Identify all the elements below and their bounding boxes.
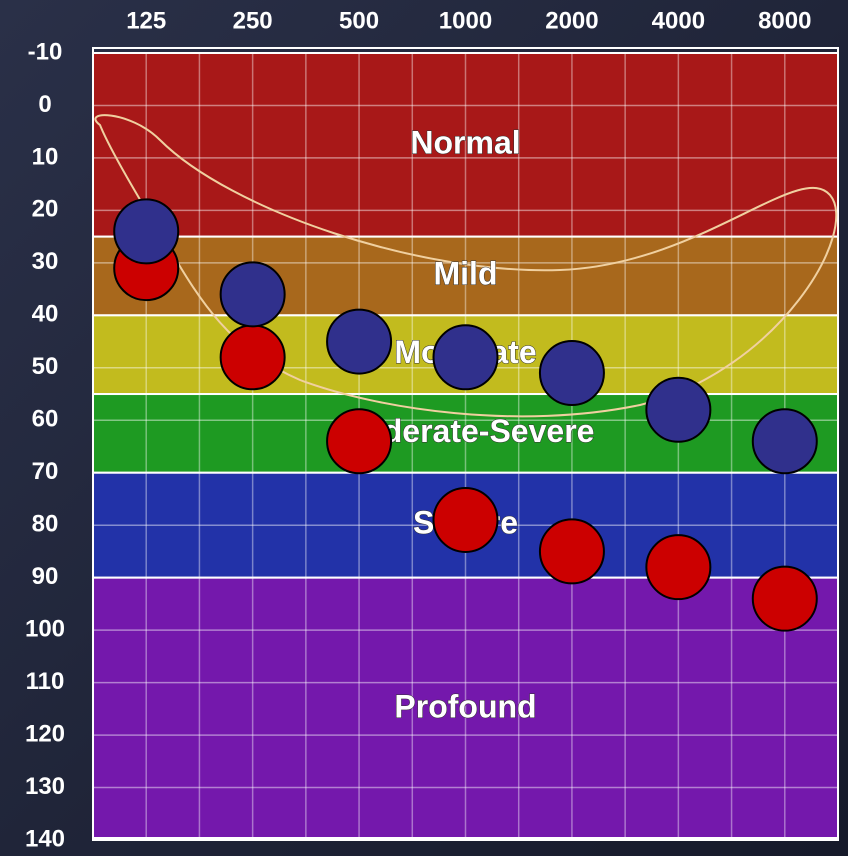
hearing-band [92, 52, 839, 238]
data-point [432, 324, 499, 391]
y-tick-label: 10 [32, 143, 59, 170]
data-point [751, 408, 818, 475]
y-tick-label: 100 [25, 615, 65, 642]
y-tick-label: 80 [32, 511, 59, 538]
band-label: Profound [394, 688, 536, 724]
plot-border [92, 47, 839, 839]
y-tick-label: 70 [32, 458, 59, 485]
data-point [751, 565, 818, 632]
data-point [326, 408, 393, 475]
data-point [113, 198, 180, 265]
band-label: Normal [410, 124, 520, 160]
x-tick-label: 1000 [439, 7, 492, 34]
y-tick-label: 110 [26, 668, 65, 695]
data-point [219, 324, 286, 391]
x-tick-label: 125 [126, 7, 166, 34]
data-point [219, 261, 286, 328]
data-point [538, 340, 605, 407]
y-tick-label: 20 [32, 196, 59, 223]
y-tick-label: 40 [32, 301, 59, 328]
data-point [538, 518, 605, 585]
data-point [645, 376, 712, 443]
x-tick-label: 4000 [652, 7, 705, 34]
x-tick-label: 2000 [545, 7, 598, 34]
data-point [645, 534, 712, 601]
band-label: Mild [434, 255, 498, 291]
y-tick-label: 50 [32, 353, 59, 380]
x-tick-label: 8000 [758, 7, 811, 34]
y-tick-label: 90 [32, 563, 59, 590]
speech-banana [94, 114, 838, 418]
x-tick-label: 250 [233, 7, 273, 34]
y-tick-label: -10 [28, 38, 63, 65]
hearing-band [92, 576, 839, 842]
y-tick-label: 30 [32, 248, 59, 275]
data-point [326, 308, 393, 375]
y-tick-label: 120 [25, 720, 65, 747]
y-tick-label: 130 [25, 773, 65, 800]
x-tick-label: 500 [339, 7, 379, 34]
y-tick-label: 60 [32, 406, 59, 433]
data-point [432, 486, 499, 553]
y-tick-label: 0 [38, 91, 51, 118]
y-tick-label: 140 [25, 825, 65, 852]
hearing-band [92, 235, 839, 317]
